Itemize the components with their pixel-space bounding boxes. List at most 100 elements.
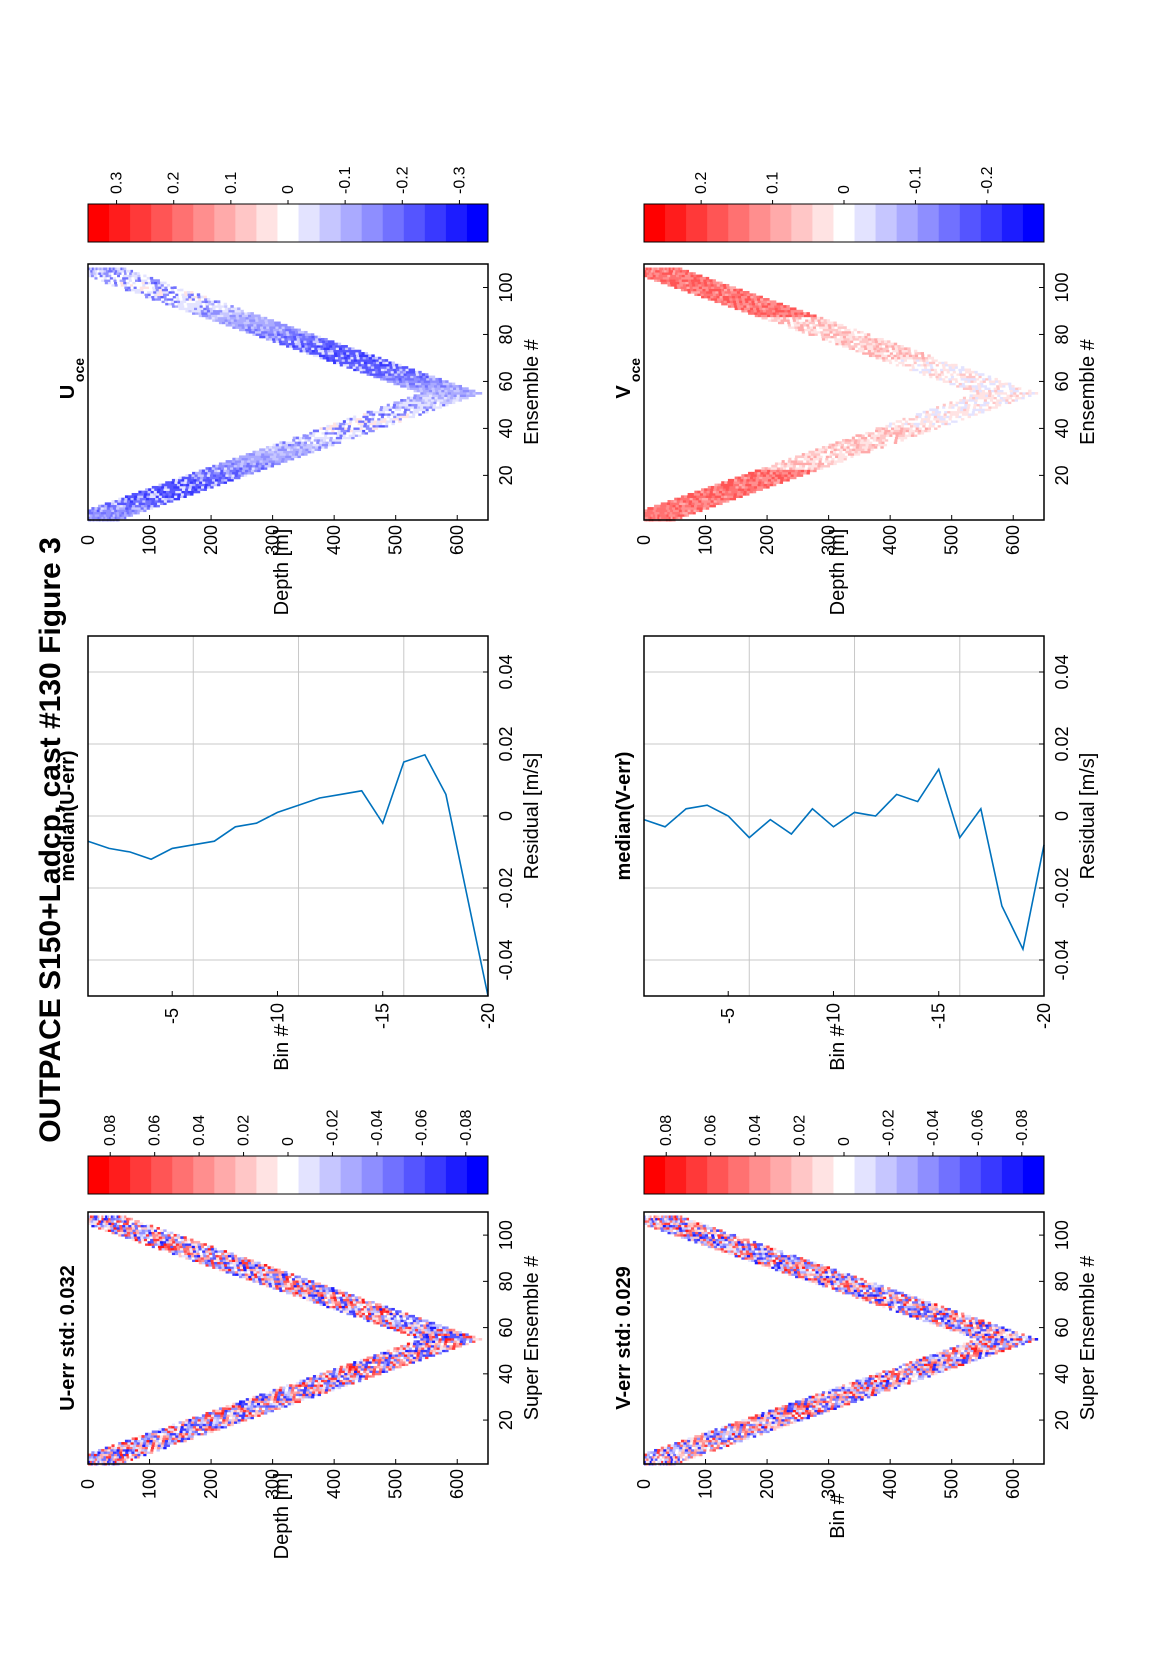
- heatmap-cell: [245, 1264, 249, 1267]
- heatmap-cell: [761, 1252, 766, 1256]
- heatmap-cell: [803, 1405, 807, 1408]
- heatmap-cell: [648, 1217, 652, 1221]
- heatmap-cell: [216, 1428, 221, 1431]
- heatmap-cell: [181, 1252, 185, 1256]
- heatmap-cell: [848, 1291, 852, 1295]
- heatmap-cell: [927, 1314, 932, 1318]
- heatmap-cell: [677, 1217, 681, 1221]
- heatmap-cell: [218, 1407, 223, 1410]
- heatmap-cell: [392, 1365, 396, 1369]
- heatmap-cell: [93, 1222, 98, 1226]
- heatmap-cell: [100, 1451, 104, 1454]
- heatmap-cell: [351, 1296, 356, 1299]
- heatmap-cell: [185, 1243, 189, 1246]
- heatmap-cell: [922, 1370, 926, 1373]
- heatmap-cell: [984, 1340, 989, 1343]
- heatmap-cell: [220, 1411, 225, 1415]
- heatmap-cell: [202, 478, 207, 482]
- heatmap-cell: [136, 1442, 141, 1445]
- heatmap-cell: [712, 1240, 717, 1244]
- heatmap-cell: [161, 1233, 165, 1237]
- heatmap-cell: [278, 1388, 283, 1392]
- heatmap-cell: [396, 1314, 400, 1318]
- heatmap-cell: [194, 1243, 198, 1246]
- heatmap-cell: [218, 1268, 223, 1272]
- heatmap-cell: [250, 1402, 255, 1406]
- heatmap-cell: [831, 1388, 836, 1392]
- heatmap-cell: [831, 1284, 835, 1288]
- heatmap-cell: [324, 1284, 328, 1288]
- heatmap-cell: [342, 1296, 346, 1299]
- heatmap-cell: [172, 1243, 177, 1246]
- heatmap-cell: [173, 497, 177, 501]
- heatmap-cell: [819, 1273, 823, 1276]
- heatmap-cell: [726, 1247, 731, 1251]
- heatmap-cell: [883, 1379, 887, 1383]
- heatmap-cell: [857, 1381, 862, 1385]
- heatmap-cell: [901, 1307, 905, 1311]
- heatmap-cell: [224, 1409, 228, 1413]
- heatmap-cell: [138, 502, 143, 506]
- heatmap-cell: [882, 1384, 886, 1387]
- heatmap-cell: [707, 1245, 712, 1249]
- heatmap-cell: [971, 1319, 976, 1323]
- heatmap-cell: [902, 1298, 906, 1302]
- heatmap-cell: [451, 1347, 456, 1350]
- heatmap-cell: [174, 1238, 179, 1242]
- heatmap-cell: [920, 1377, 925, 1380]
- heatmap-cell: [657, 1458, 660, 1461]
- heatmap-cell: [241, 1402, 245, 1406]
- heatmap-cell: [432, 1351, 436, 1355]
- heatmap-cell: [229, 1414, 233, 1417]
- heatmap-cell: [365, 1372, 370, 1376]
- heatmap-cell: [243, 1407, 247, 1410]
- heatmap-cell: [123, 1446, 127, 1450]
- heatmap-cell: [247, 1273, 252, 1276]
- heatmap-cell: [729, 1442, 733, 1445]
- heatmap-cell: [274, 1270, 279, 1274]
- y-axis-label: Depth [m]: [271, 1473, 293, 1560]
- heatmap-cell: [1008, 1344, 1012, 1348]
- heatmap-cell: [704, 1233, 709, 1237]
- heatmap-cell: [188, 485, 193, 489]
- heatmap-cell: [397, 1321, 402, 1325]
- heatmap-cell: [861, 1294, 865, 1297]
- heatmap-cell: [767, 1252, 772, 1256]
- heatmap-cell: [870, 1379, 875, 1383]
- heatmap-cell: [254, 1411, 259, 1415]
- heatmap-cell: [398, 1351, 402, 1355]
- heatmap-cell: [174, 478, 179, 482]
- heatmap-cell: [154, 1430, 159, 1434]
- heatmap-cell: [122, 509, 127, 513]
- heatmap-cell: [333, 1307, 337, 1311]
- heatmap-cell: [151, 1245, 156, 1249]
- heatmap-cell: [986, 1347, 990, 1350]
- heatmap-cell: [403, 1344, 407, 1348]
- heatmap-cell: [676, 1444, 681, 1447]
- heatmap-cell: [268, 1391, 273, 1394]
- heatmap-cell: [773, 1411, 778, 1415]
- heatmap-cell: [961, 1328, 966, 1332]
- heatmap-cell: [114, 1444, 118, 1447]
- heatmap-cell: [196, 1423, 200, 1427]
- heatmap-cell: [124, 1439, 129, 1443]
- heatmap-cell: [138, 1227, 142, 1230]
- heatmap-cell: [113, 1455, 117, 1459]
- heatmap-cell: [958, 1347, 963, 1350]
- heatmap-cell: [729, 1430, 733, 1434]
- heatmap-cell: [246, 1268, 250, 1272]
- heatmap-cell: [418, 1319, 423, 1323]
- heatmap-cell: [644, 1458, 647, 1461]
- heatmap-cell: [416, 1321, 420, 1325]
- heatmap-cell: [816, 1402, 820, 1406]
- heatmap-cell: [670, 1446, 674, 1450]
- heatmap-cell: [231, 1407, 235, 1410]
- heatmap-cell: [378, 1372, 382, 1376]
- heatmap-cell: [119, 1227, 123, 1230]
- heatmap-cell: [128, 1453, 132, 1457]
- heatmap-cell: [114, 502, 118, 506]
- heatmap-cell: [953, 1319, 957, 1323]
- heatmap-cell: [851, 1384, 855, 1387]
- heatmap-cell: [956, 1344, 960, 1348]
- heatmap-cell: [383, 1363, 387, 1367]
